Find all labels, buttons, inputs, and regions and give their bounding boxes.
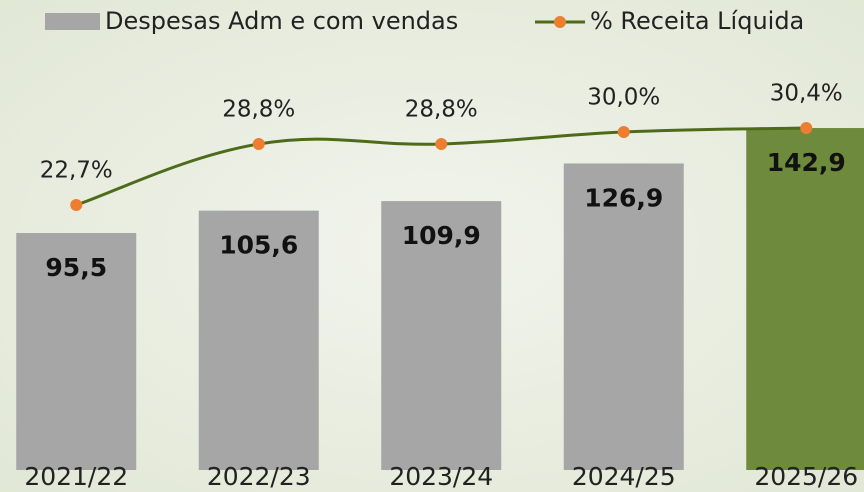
line-marker — [617, 126, 630, 138]
legend-label: % Receita Líquida — [590, 7, 804, 35]
line-value-label: 28,8% — [222, 97, 295, 123]
line-marker — [435, 138, 448, 150]
bar-value-label: 105,6 — [219, 231, 298, 260]
line-value-label: 30,0% — [587, 85, 660, 111]
bar-value-label: 142,9 — [767, 148, 846, 177]
line-marker — [70, 199, 83, 211]
legend-marker — [554, 16, 566, 28]
bar — [198, 210, 319, 471]
x-tick-label: 2025/26 — [754, 462, 858, 491]
bar — [563, 163, 684, 471]
x-tick-label: 2022/23 — [207, 462, 311, 491]
line-value-label: 22,7% — [40, 158, 113, 184]
bar-value-label: 95,5 — [45, 253, 107, 282]
bar — [381, 201, 502, 470]
x-tick-label: 2024/25 — [572, 462, 676, 491]
x-tick-label: 2023/24 — [389, 462, 493, 491]
line-value-label: 28,8% — [405, 97, 478, 123]
bar-value-label: 126,9 — [584, 183, 663, 212]
line-marker — [800, 122, 813, 134]
legend-label: Despesas Adm e com vendas — [105, 7, 458, 35]
legend-swatch — [45, 13, 100, 30]
bar — [746, 128, 864, 470]
bar — [16, 233, 137, 470]
x-tick-label: 2021/22 — [24, 462, 128, 491]
bar-value-label: 109,9 — [402, 221, 481, 250]
line-marker — [252, 138, 265, 150]
line-value-label: 30,4% — [770, 81, 843, 107]
